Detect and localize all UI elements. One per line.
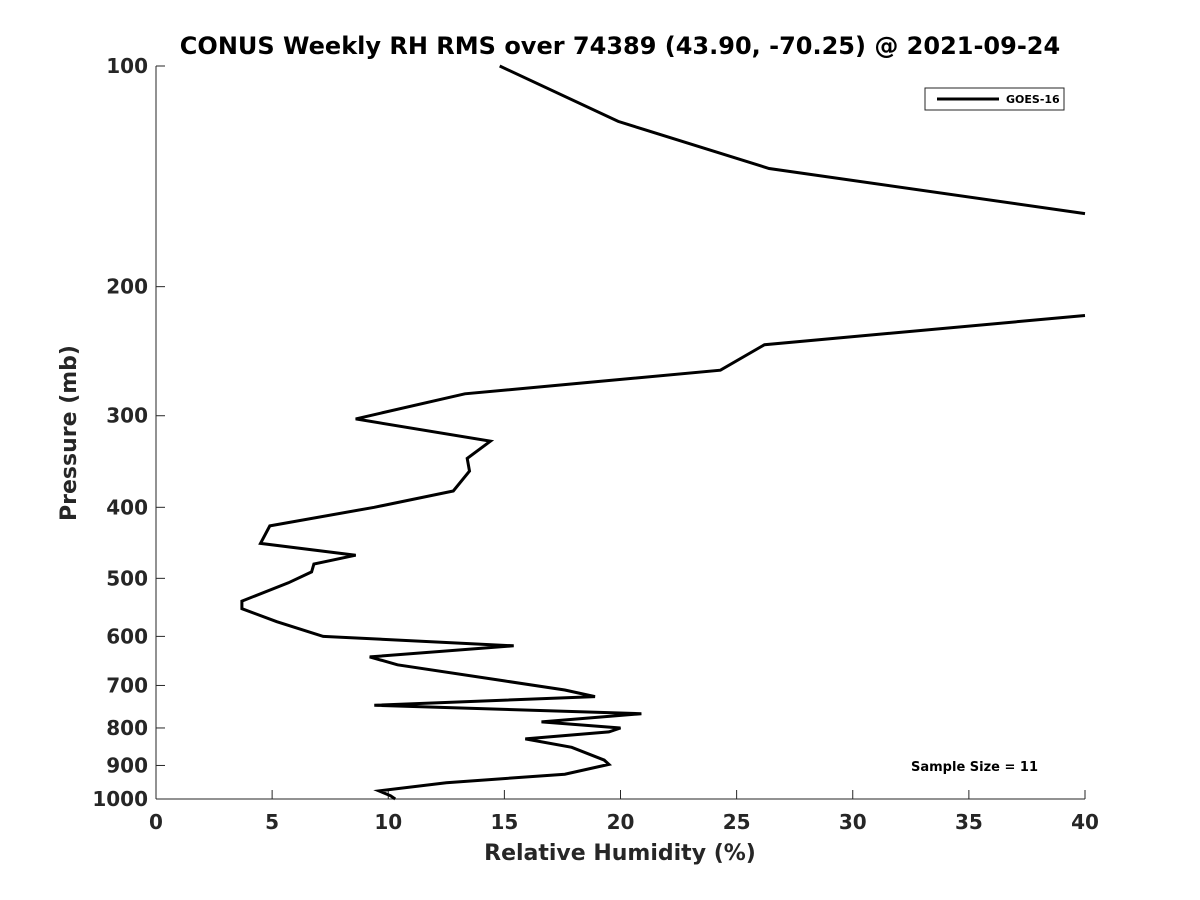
x-tick-label: 35 xyxy=(955,810,983,834)
y-tick-label: 800 xyxy=(106,716,148,740)
y-tick-label: 100 xyxy=(106,54,148,78)
x-tick-label: 40 xyxy=(1071,810,1099,834)
legend: GOES-16 xyxy=(924,87,1065,111)
y-axis-label: Pressure (mb) xyxy=(57,345,82,521)
series-line-goes-16 xyxy=(240,64,1086,801)
x-tick-label: 30 xyxy=(839,810,867,834)
x-tick-label: 0 xyxy=(149,810,163,834)
y-tick-label: 1000 xyxy=(92,787,148,811)
chart-title: CONUS Weekly RH RMS over 74389 (43.90, -… xyxy=(180,32,1060,60)
x-tick-label: 25 xyxy=(723,810,751,834)
y-tick-label: 900 xyxy=(106,753,148,777)
series-layer xyxy=(240,64,1086,801)
y-tick-label: 300 xyxy=(106,404,148,428)
x-tick-label: 5 xyxy=(265,810,279,834)
x-tick-label: 10 xyxy=(374,810,402,834)
y-tick-label: 600 xyxy=(106,624,148,648)
axes: 0 5 10 15 20 25 30 35 40 100 200 300 400 500 600 700 800… xyxy=(92,54,1099,834)
y-tick-label: 500 xyxy=(106,566,148,590)
y-tick-label: 400 xyxy=(106,495,148,519)
sample-size-annotation: Sample Size = 11 xyxy=(911,760,1038,775)
y-tick-label: 700 xyxy=(106,673,148,697)
x-axis-label: Relative Humidity (%) xyxy=(484,841,756,866)
x-tick-label: 15 xyxy=(490,810,518,834)
y-tick-label: 200 xyxy=(106,275,148,299)
x-tick-label: 20 xyxy=(607,810,635,834)
legend-label-goes-16: GOES-16 xyxy=(1006,93,1060,106)
